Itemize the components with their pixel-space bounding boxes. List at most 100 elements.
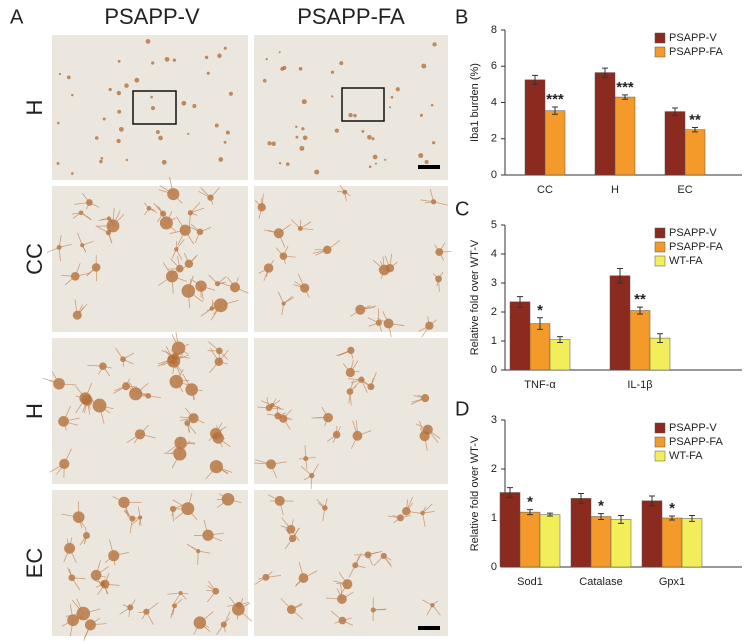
stain (285, 162, 290, 166)
stain (118, 126, 124, 132)
stain-process (216, 425, 219, 439)
stain (298, 66, 303, 71)
stain-process (427, 429, 439, 443)
stain-process (280, 598, 292, 610)
x-tick-label: IL-1β (627, 379, 652, 391)
stain (424, 160, 429, 165)
stain-process (188, 290, 203, 303)
bar (549, 339, 571, 371)
stain-process (75, 386, 86, 399)
stain-process (78, 517, 83, 529)
stain-process (406, 510, 421, 514)
stain-process (85, 382, 93, 399)
stain-process (176, 216, 186, 231)
stain-process (229, 596, 239, 610)
x-tick-label: H (611, 184, 619, 196)
stain-process (383, 555, 392, 561)
stain (372, 154, 378, 160)
stain-process (129, 599, 136, 608)
stain-process (193, 417, 205, 424)
stain-process (387, 515, 401, 519)
stain-process (128, 607, 131, 618)
error-bar (552, 106, 558, 115)
stain (295, 125, 298, 129)
stain-process (200, 187, 211, 198)
stain-process (429, 189, 434, 202)
stain (388, 106, 392, 109)
stain-process (205, 466, 217, 480)
stain-process (102, 365, 111, 377)
stain-process (101, 218, 110, 220)
micrograph (254, 186, 448, 332)
stain-process (174, 598, 183, 607)
stain-process (277, 412, 284, 420)
stain (117, 109, 122, 114)
stain-process (312, 249, 328, 254)
stain-process (175, 369, 184, 382)
stain-process (104, 572, 110, 585)
y-tick-label: 1 (491, 335, 497, 347)
stain-process (126, 433, 141, 444)
bar (594, 72, 616, 176)
inset-box (341, 87, 385, 122)
stain-process (144, 208, 150, 216)
stain-process (56, 463, 65, 475)
stain (390, 95, 394, 99)
stain-process (283, 255, 296, 258)
stain-process (422, 506, 427, 514)
stain-process (148, 395, 162, 399)
y-tick-label: 4 (491, 248, 497, 260)
stain-process (108, 232, 113, 244)
stain-process (219, 493, 229, 500)
panel-label: A (10, 6, 24, 28)
error-bar (637, 306, 643, 315)
stain (217, 53, 222, 59)
stain-process (112, 496, 125, 503)
stain-process (179, 440, 191, 455)
y-tick-label: 2 (491, 306, 497, 318)
bar (544, 110, 566, 176)
stain-process (424, 201, 434, 204)
bar (609, 275, 631, 371)
stain (164, 56, 170, 62)
stain-process (427, 429, 441, 439)
stain-process (177, 230, 186, 246)
stain (418, 153, 424, 159)
stain-process (59, 243, 72, 248)
stain-process (283, 245, 289, 257)
stain (56, 162, 60, 165)
stain (99, 159, 103, 164)
stain-process (268, 407, 284, 410)
stain-process (256, 406, 269, 409)
stain-process (197, 551, 199, 565)
stain-process (115, 347, 124, 360)
stain-process (278, 233, 286, 248)
stain-process (405, 499, 409, 512)
y-axis-label: Relative fold over WT-V (469, 435, 481, 551)
stain-process (74, 299, 78, 316)
stain-process (206, 589, 216, 592)
stain-process (83, 535, 87, 545)
stain (218, 157, 224, 162)
stain-process (113, 551, 130, 557)
stain-process (208, 274, 218, 284)
legend-label: PSAPP-FA (669, 46, 723, 58)
stain-process (139, 517, 141, 526)
stain-process (76, 307, 84, 316)
stain-process (63, 417, 80, 422)
y-tick-label: 2 (491, 133, 497, 145)
stain-process (84, 624, 91, 639)
stain-process (74, 202, 90, 205)
stain-process (67, 567, 73, 578)
stain-process (378, 322, 383, 332)
stain (330, 70, 335, 74)
stain-process (200, 285, 216, 291)
row-label: H (22, 100, 47, 116)
stain-process (417, 394, 426, 399)
stain-process (61, 275, 76, 277)
stain-process (334, 620, 343, 624)
y-tick-label: 1 (491, 512, 497, 524)
row-label: H (22, 403, 47, 419)
y-tick-label: 0 (491, 561, 497, 573)
stain-process (75, 395, 86, 399)
